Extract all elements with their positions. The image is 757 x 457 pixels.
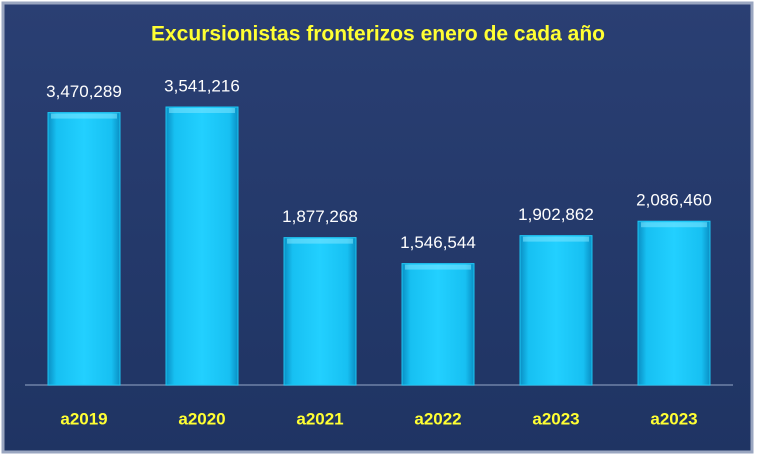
value-label: 3,470,289: [46, 82, 122, 101]
value-label: 1,902,862: [518, 205, 594, 224]
value-label: 1,877,268: [282, 207, 358, 226]
x-tick-label: a2021: [296, 409, 343, 428]
bar-highlight: [405, 264, 471, 270]
bar-highlight: [523, 236, 589, 242]
value-label: 3,541,216: [164, 76, 240, 95]
bar: [283, 237, 357, 386]
bar-highlight: [169, 108, 235, 114]
value-label: 2,086,460: [636, 191, 712, 210]
x-tick-label: a2023: [532, 409, 579, 428]
bar: [47, 112, 121, 386]
x-tick-label: a2019: [60, 409, 107, 428]
chart-title: Excursionistas fronterizos enero de cada…: [151, 23, 605, 46]
bar-highlight: [51, 113, 117, 119]
bar-highlight: [641, 222, 707, 228]
x-tick-label: a2020: [178, 409, 225, 428]
bar: [519, 235, 593, 386]
bar-highlight: [287, 238, 353, 244]
x-tick-label: a2022: [414, 409, 461, 428]
x-tick-label: a2023: [650, 409, 697, 428]
bar: [637, 220, 711, 386]
bar: [165, 106, 239, 386]
value-label: 1,546,544: [400, 233, 476, 252]
bar: [401, 263, 475, 386]
